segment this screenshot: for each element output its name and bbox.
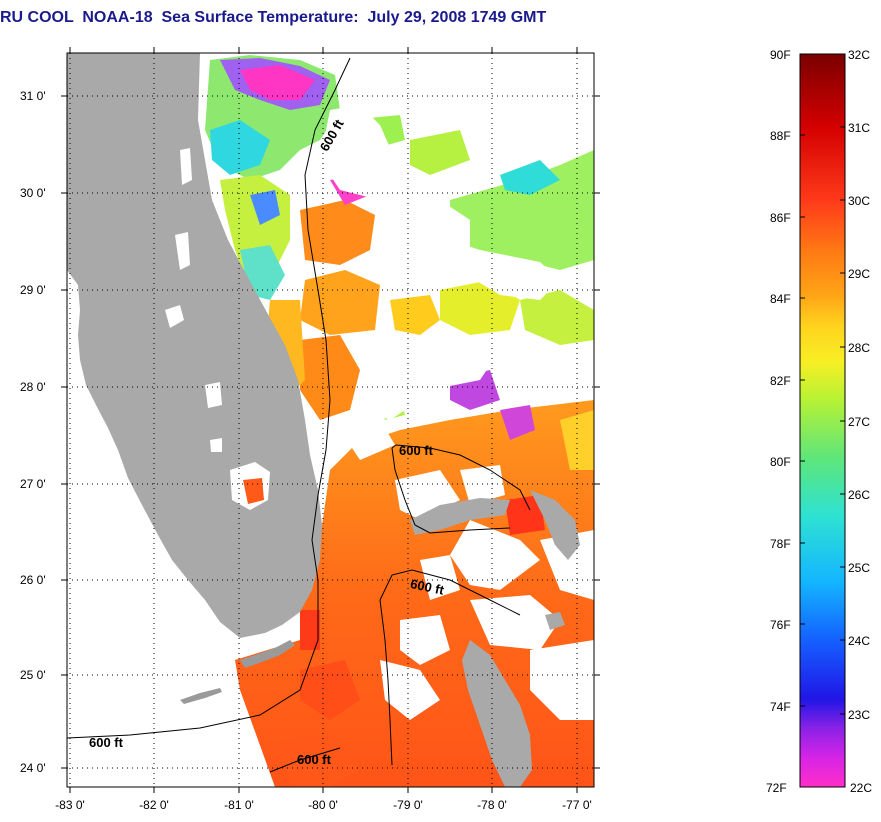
isobath-label-south: 600 ft — [297, 752, 332, 767]
lake-central — [175, 232, 190, 270]
lake-small-a — [165, 305, 184, 328]
lon-label-80: -80 0' — [308, 798, 338, 812]
cb-c-28: 28C — [848, 341, 870, 355]
cb-c-32: 32C — [848, 48, 870, 62]
keys-lower — [180, 688, 222, 704]
isobath-label-southwest: 600 ft — [89, 735, 124, 750]
cb-c-29: 29C — [848, 267, 870, 281]
lat-labels: 31 0' 30 0' 29 0' 28 0' 27 0' 26 0' 25 0… — [20, 89, 46, 775]
cb-f-76: 76F — [770, 618, 791, 632]
cb-f-82: 82F — [770, 374, 791, 388]
lon-label-83: -83 0' — [55, 798, 85, 812]
isobath-label-central: 600 ft — [409, 576, 446, 598]
lat-label-28: 28 0' — [20, 380, 46, 394]
cloud-gaps — [320, 105, 560, 420]
lat-label-31: 31 0' — [20, 89, 46, 103]
cb-f-72: 72F — [766, 781, 787, 795]
cb-c-23: 23C — [848, 708, 870, 722]
map-title: RU COOL NOAA-18 Sea Surface Temperature:… — [0, 9, 547, 26]
cb-f-80: 80F — [770, 455, 791, 469]
lon-label-77: -77 0' — [562, 798, 592, 812]
lon-ticks — [69, 47, 578, 793]
lon-label-81: -81 0' — [224, 798, 254, 812]
lat-label-25: 25 0' — [20, 668, 46, 682]
colorbar-labels-c: 32C 31C 30C 29C 28C 27C 26C 25C 24C 23C … — [848, 48, 872, 795]
cb-f-78: 78F — [770, 537, 791, 551]
colorbar-gradient — [799, 53, 846, 788]
lon-label-82: -82 0' — [139, 798, 169, 812]
bahamas-grand-bahama — [410, 498, 510, 535]
lake-north — [180, 148, 192, 185]
cb-f-90: 90F — [770, 48, 791, 62]
lat-ticks — [61, 95, 600, 769]
cb-c-27: 27C — [848, 415, 870, 429]
lat-label-24: 24 0' — [20, 761, 46, 775]
isobath-label-grand-bahama: 600 ft — [399, 443, 434, 458]
lon-labels: -83 0' -82 0' -81 0' -80 0' -79 0' -78 0… — [55, 798, 592, 812]
lat-label-29: 29 0' — [20, 283, 46, 297]
cb-c-24: 24C — [848, 634, 870, 648]
cb-f-88: 88F — [770, 129, 791, 143]
cb-c-22: 22C — [850, 781, 872, 795]
temperature-colorbar: 90F 88F 86F 84F 82F 80F 78F 76F 74F 72F … — [766, 48, 872, 795]
isobath-600ft — [66, 57, 531, 773]
lake-small-b — [205, 382, 222, 408]
cb-c-30: 30C — [848, 194, 870, 208]
lake-okeechobee-sst — [243, 478, 264, 504]
florida-keys — [240, 640, 295, 668]
bahamas-andros — [462, 640, 532, 787]
lat-label-26: 26 0' — [20, 573, 46, 587]
lon-label-78: -78 0' — [477, 798, 507, 812]
cb-c-31: 31C — [848, 121, 870, 135]
colorbar-ticks-c — [840, 53, 845, 788]
bahamas-abaco — [530, 490, 580, 560]
cb-f-84: 84F — [770, 292, 791, 306]
cb-f-86: 86F — [770, 211, 791, 225]
cb-f-74: 74F — [770, 700, 791, 714]
lake-small-c — [210, 438, 222, 452]
colorbar-ticks-f — [800, 53, 805, 788]
cb-c-25: 25C — [848, 561, 870, 575]
bahamas-berry — [545, 612, 565, 630]
cb-c-26: 26C — [848, 488, 870, 502]
colorbar-labels-f: 90F 88F 86F 84F 82F 80F 78F 76F 74F 72F — [766, 48, 791, 795]
lon-label-79: -79 0' — [393, 798, 423, 812]
plot-frame — [66, 52, 595, 788]
lat-label-27: 27 0' — [20, 477, 46, 491]
lat-label-30: 30 0' — [20, 186, 46, 200]
